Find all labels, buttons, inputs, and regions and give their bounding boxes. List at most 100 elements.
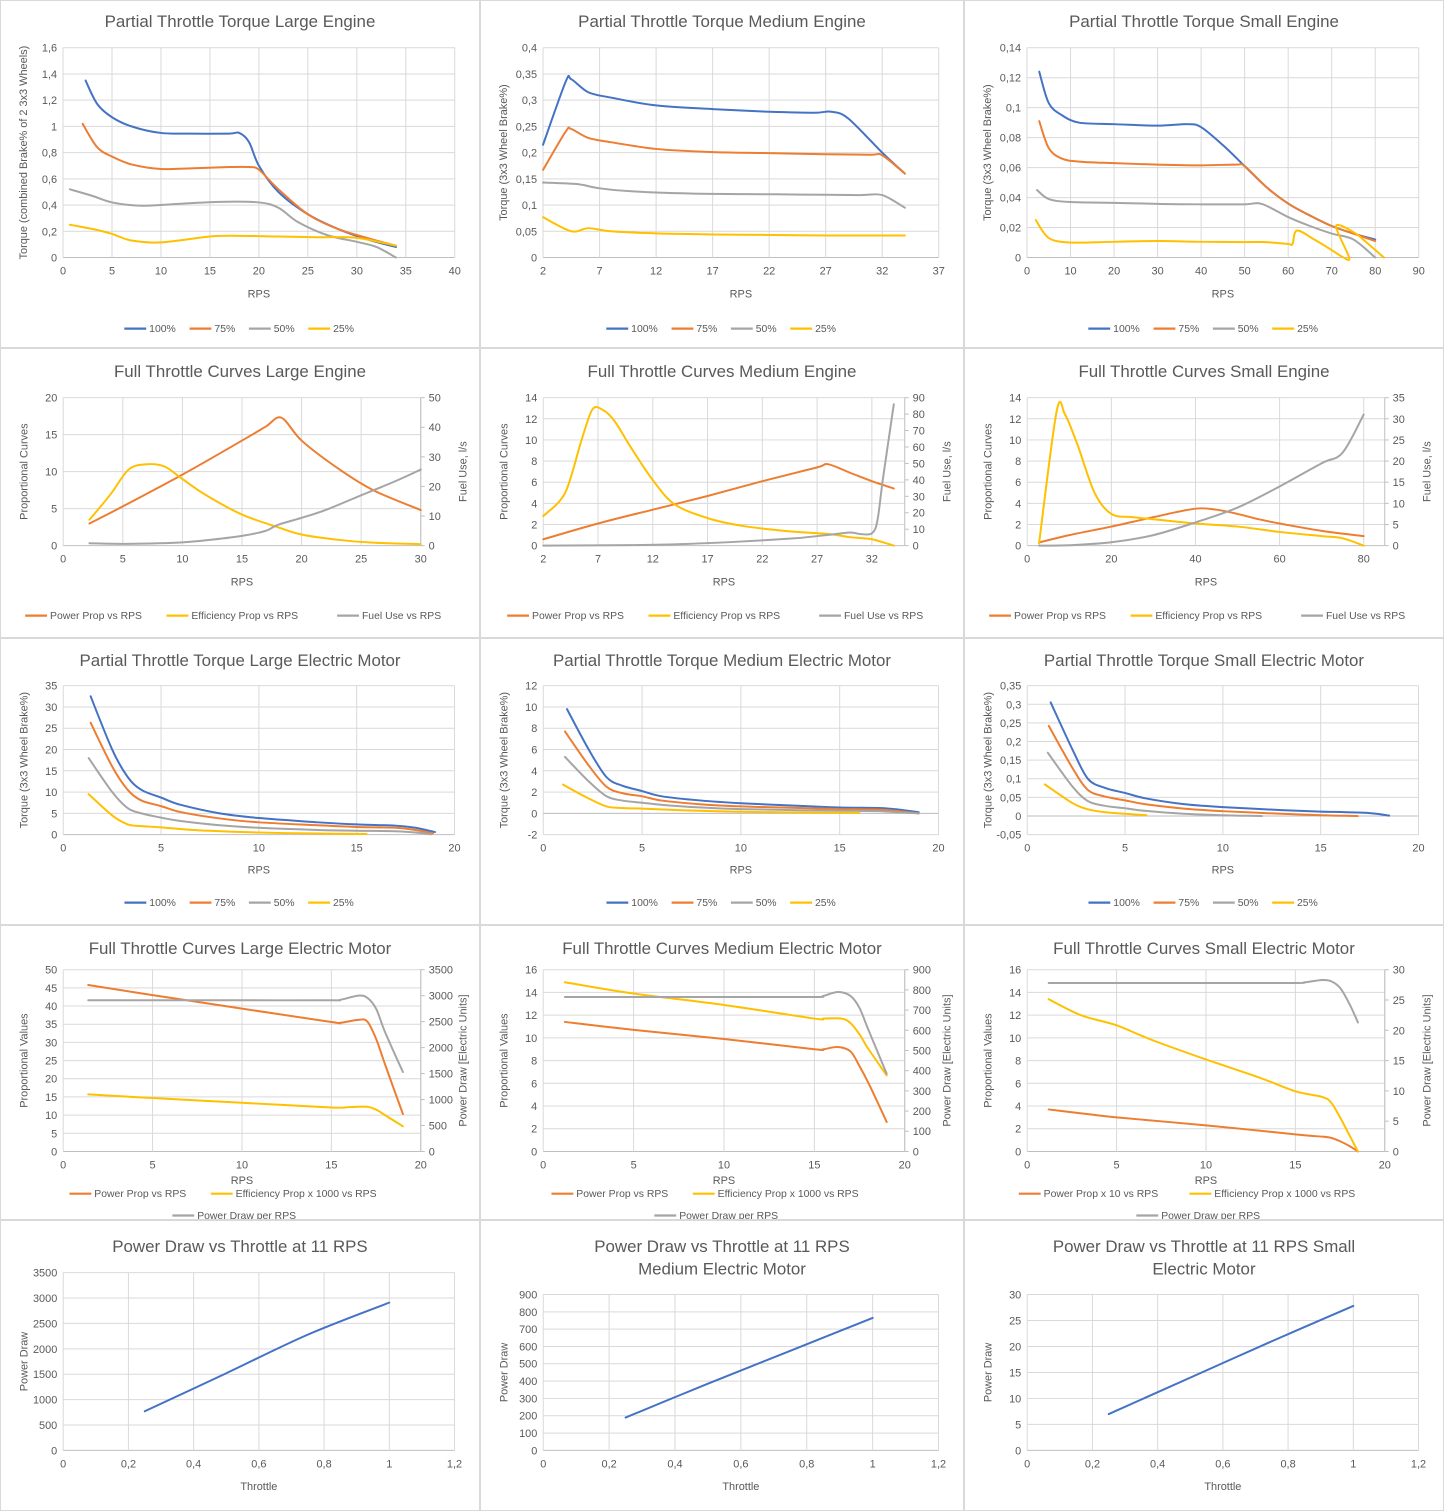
legend-label: 25% — [815, 324, 836, 335]
x-tick-label: 32 — [866, 554, 878, 566]
legend-item[interactable]: 75% — [1153, 324, 1200, 335]
y2-tick-label: 2500 — [429, 1017, 453, 1029]
legend-item[interactable]: Efficiency Prop x 1000 vs RPS — [1189, 1189, 1355, 1200]
legend-item[interactable]: Efficiency Prop vs RPS — [166, 611, 299, 622]
legend-item[interactable]: Fuel Use vs RPS — [819, 611, 923, 622]
x-tick-label: 15 — [325, 1159, 337, 1171]
legend-item[interactable]: 75% — [189, 898, 236, 909]
legend-item[interactable]: 100% — [1088, 898, 1140, 909]
y-tick-label: 0,12 — [1000, 73, 1021, 85]
legend-item[interactable]: 50% — [248, 324, 295, 335]
y-tick-label: 0,1 — [522, 200, 537, 212]
chart-pt-large-engine: Partial Throttle Torque Large Engine 0 0,2… — [0, 0, 480, 348]
legend-label: Efficiency Prop vs RPS — [673, 611, 780, 622]
legend-item[interactable]: 50% — [1212, 324, 1259, 335]
x-tick-label: 20 — [296, 554, 308, 566]
legend-item[interactable]: 25% — [1272, 324, 1318, 335]
legend-item[interactable]: Power Draw per RPS — [172, 1211, 296, 1219]
chart-pt-small-electric: Partial Throttle Torque Small Electric M… — [964, 638, 1444, 925]
legend-item[interactable]: 100% — [606, 898, 658, 909]
legend-item[interactable]: 25% — [790, 898, 836, 909]
y2-tick-label: 50 — [429, 393, 441, 405]
x-tick-label: 5 — [120, 554, 126, 566]
legend-item[interactable]: Power Draw per RPS — [1136, 1211, 1260, 1219]
y-tick-label: 0 — [51, 1146, 57, 1158]
y-tick-label: 8 — [1015, 1056, 1021, 1068]
series-line-50 — [542, 181, 906, 209]
chart-svg: Partial Throttle Torque Small Engine 0 0,0… — [982, 12, 1425, 335]
legend-item[interactable]: 50% — [1212, 898, 1259, 909]
y-tick-label: 10 — [1009, 1033, 1021, 1045]
x-tick-label: 10 — [735, 843, 747, 855]
y-tick-label: 1 — [51, 121, 57, 133]
legend-item[interactable]: Power Prop vs RPS — [989, 611, 1106, 622]
legend-item[interactable]: 100% — [124, 324, 176, 335]
chart-pd-medium: Power Draw vs Throttle at 11 RPS Medium E… — [480, 1220, 964, 1511]
y2-tick-label: 0 — [429, 1146, 435, 1158]
legend-item[interactable]: Power Draw per RPS — [654, 1211, 778, 1219]
y2-tick-label: 15 — [1393, 477, 1405, 489]
y-tick-label: 0,1 — [1006, 774, 1021, 786]
legend-item[interactable]: 50% — [730, 324, 777, 335]
y2-tick-label: 2000 — [429, 1043, 453, 1055]
legend-item[interactable]: Fuel Use vs RPS — [337, 611, 441, 622]
series-line-fuel-use-vs-rps — [1038, 413, 1365, 547]
y2-tick-label: 5 — [1393, 519, 1399, 531]
chart-title: Partial Throttle Torque Large Electric M… — [79, 651, 400, 670]
y-tick-label: 14 — [525, 393, 537, 405]
chart-title: Full Throttle Curves Large Electric Moto… — [89, 939, 392, 958]
legend-item[interactable]: Efficiency Prop vs RPS — [1130, 611, 1263, 622]
legend-item[interactable]: Fuel Use vs RPS — [1301, 611, 1405, 622]
series-line-100 — [1038, 70, 1377, 241]
legend-item[interactable]: 25% — [1272, 898, 1318, 909]
legend-item[interactable]: 75% — [1153, 898, 1200, 909]
legend-item[interactable]: 75% — [671, 324, 718, 335]
legend-item[interactable]: 25% — [308, 324, 354, 335]
chart-svg: Full Throttle Curves Large Engine 0 5 10 15 2… — [18, 362, 469, 622]
series-line-efficiency-prop-x-1000-vs-rps — [87, 1093, 404, 1128]
legend-item[interactable]: 75% — [189, 324, 236, 335]
legend-label: 100% — [631, 324, 658, 335]
legend-label: 25% — [333, 898, 354, 909]
chart-pt-medium-electric: Partial Throttle Torque Medium Electric … — [480, 638, 964, 925]
y-axis-label: Torque (3x3 Wheel Brake%) — [499, 692, 511, 828]
y2-tick-label: 500 — [913, 1045, 931, 1057]
legend-label: 75% — [1178, 324, 1199, 335]
x-tick-label: 70 — [1326, 265, 1338, 277]
y-tick-label: 0,14 — [1000, 43, 1021, 55]
y-axis-label: Torque (3x3 Wheel Brake%) — [18, 692, 30, 828]
legend-item[interactable]: 25% — [790, 324, 836, 335]
y-tick-label: 4 — [531, 1101, 537, 1113]
y-tick-label: 5 — [51, 504, 57, 516]
legend-label: 75% — [696, 898, 717, 909]
x-axis-label: RPS — [248, 288, 270, 300]
y2-tick-label: 500 — [429, 1120, 447, 1132]
x-tick-label: 0,2 — [121, 1458, 136, 1470]
y-tick-label: 12 — [1009, 1010, 1021, 1022]
chart-svg: Partial Throttle Torque Small Electric M… — [982, 651, 1424, 909]
legend-item[interactable]: 50% — [248, 898, 295, 909]
series-line-75 — [1038, 120, 1377, 243]
legend-item[interactable]: Efficiency Prop x 1000 vs RPS — [692, 1189, 859, 1200]
legend-item[interactable]: Efficiency Prop x 1000 vs RPS — [210, 1189, 377, 1200]
x-tick-label: 10 — [236, 1159, 248, 1171]
y-tick-label: 0,25 — [516, 121, 537, 133]
legend-item[interactable]: 100% — [124, 898, 176, 909]
y2-tick-label: 20 — [913, 508, 925, 520]
y-tick-label: 200 — [519, 1411, 537, 1423]
legend-item[interactable]: Power Prop vs RPS — [507, 611, 624, 622]
chart-title: Full Throttle Curves Small Engine — [1078, 362, 1329, 381]
legend-item[interactable]: Power Prop x 10 vs RPS — [1018, 1189, 1158, 1200]
legend-item[interactable]: Power Prop vs RPS — [25, 611, 142, 622]
legend-item[interactable]: Power Prop vs RPS — [551, 1189, 668, 1200]
legend-item[interactable]: 100% — [1088, 324, 1140, 335]
legend-item[interactable]: 50% — [730, 898, 777, 909]
legend-item[interactable]: 100% — [606, 324, 658, 335]
legend-item[interactable]: Power Prop vs RPS — [69, 1189, 186, 1200]
chart-title: Partial Throttle Torque Medium Engine — [578, 12, 866, 31]
legend-item[interactable]: Efficiency Prop vs RPS — [648, 611, 781, 622]
chart-svg: Full Throttle Curves Medium Engine024681… — [498, 362, 953, 622]
chart-ft-small-electric: Full Throttle Curves Small Electric Moto… — [964, 925, 1444, 1220]
legend-item[interactable]: 25% — [308, 898, 354, 909]
legend-item[interactable]: 75% — [671, 898, 718, 909]
